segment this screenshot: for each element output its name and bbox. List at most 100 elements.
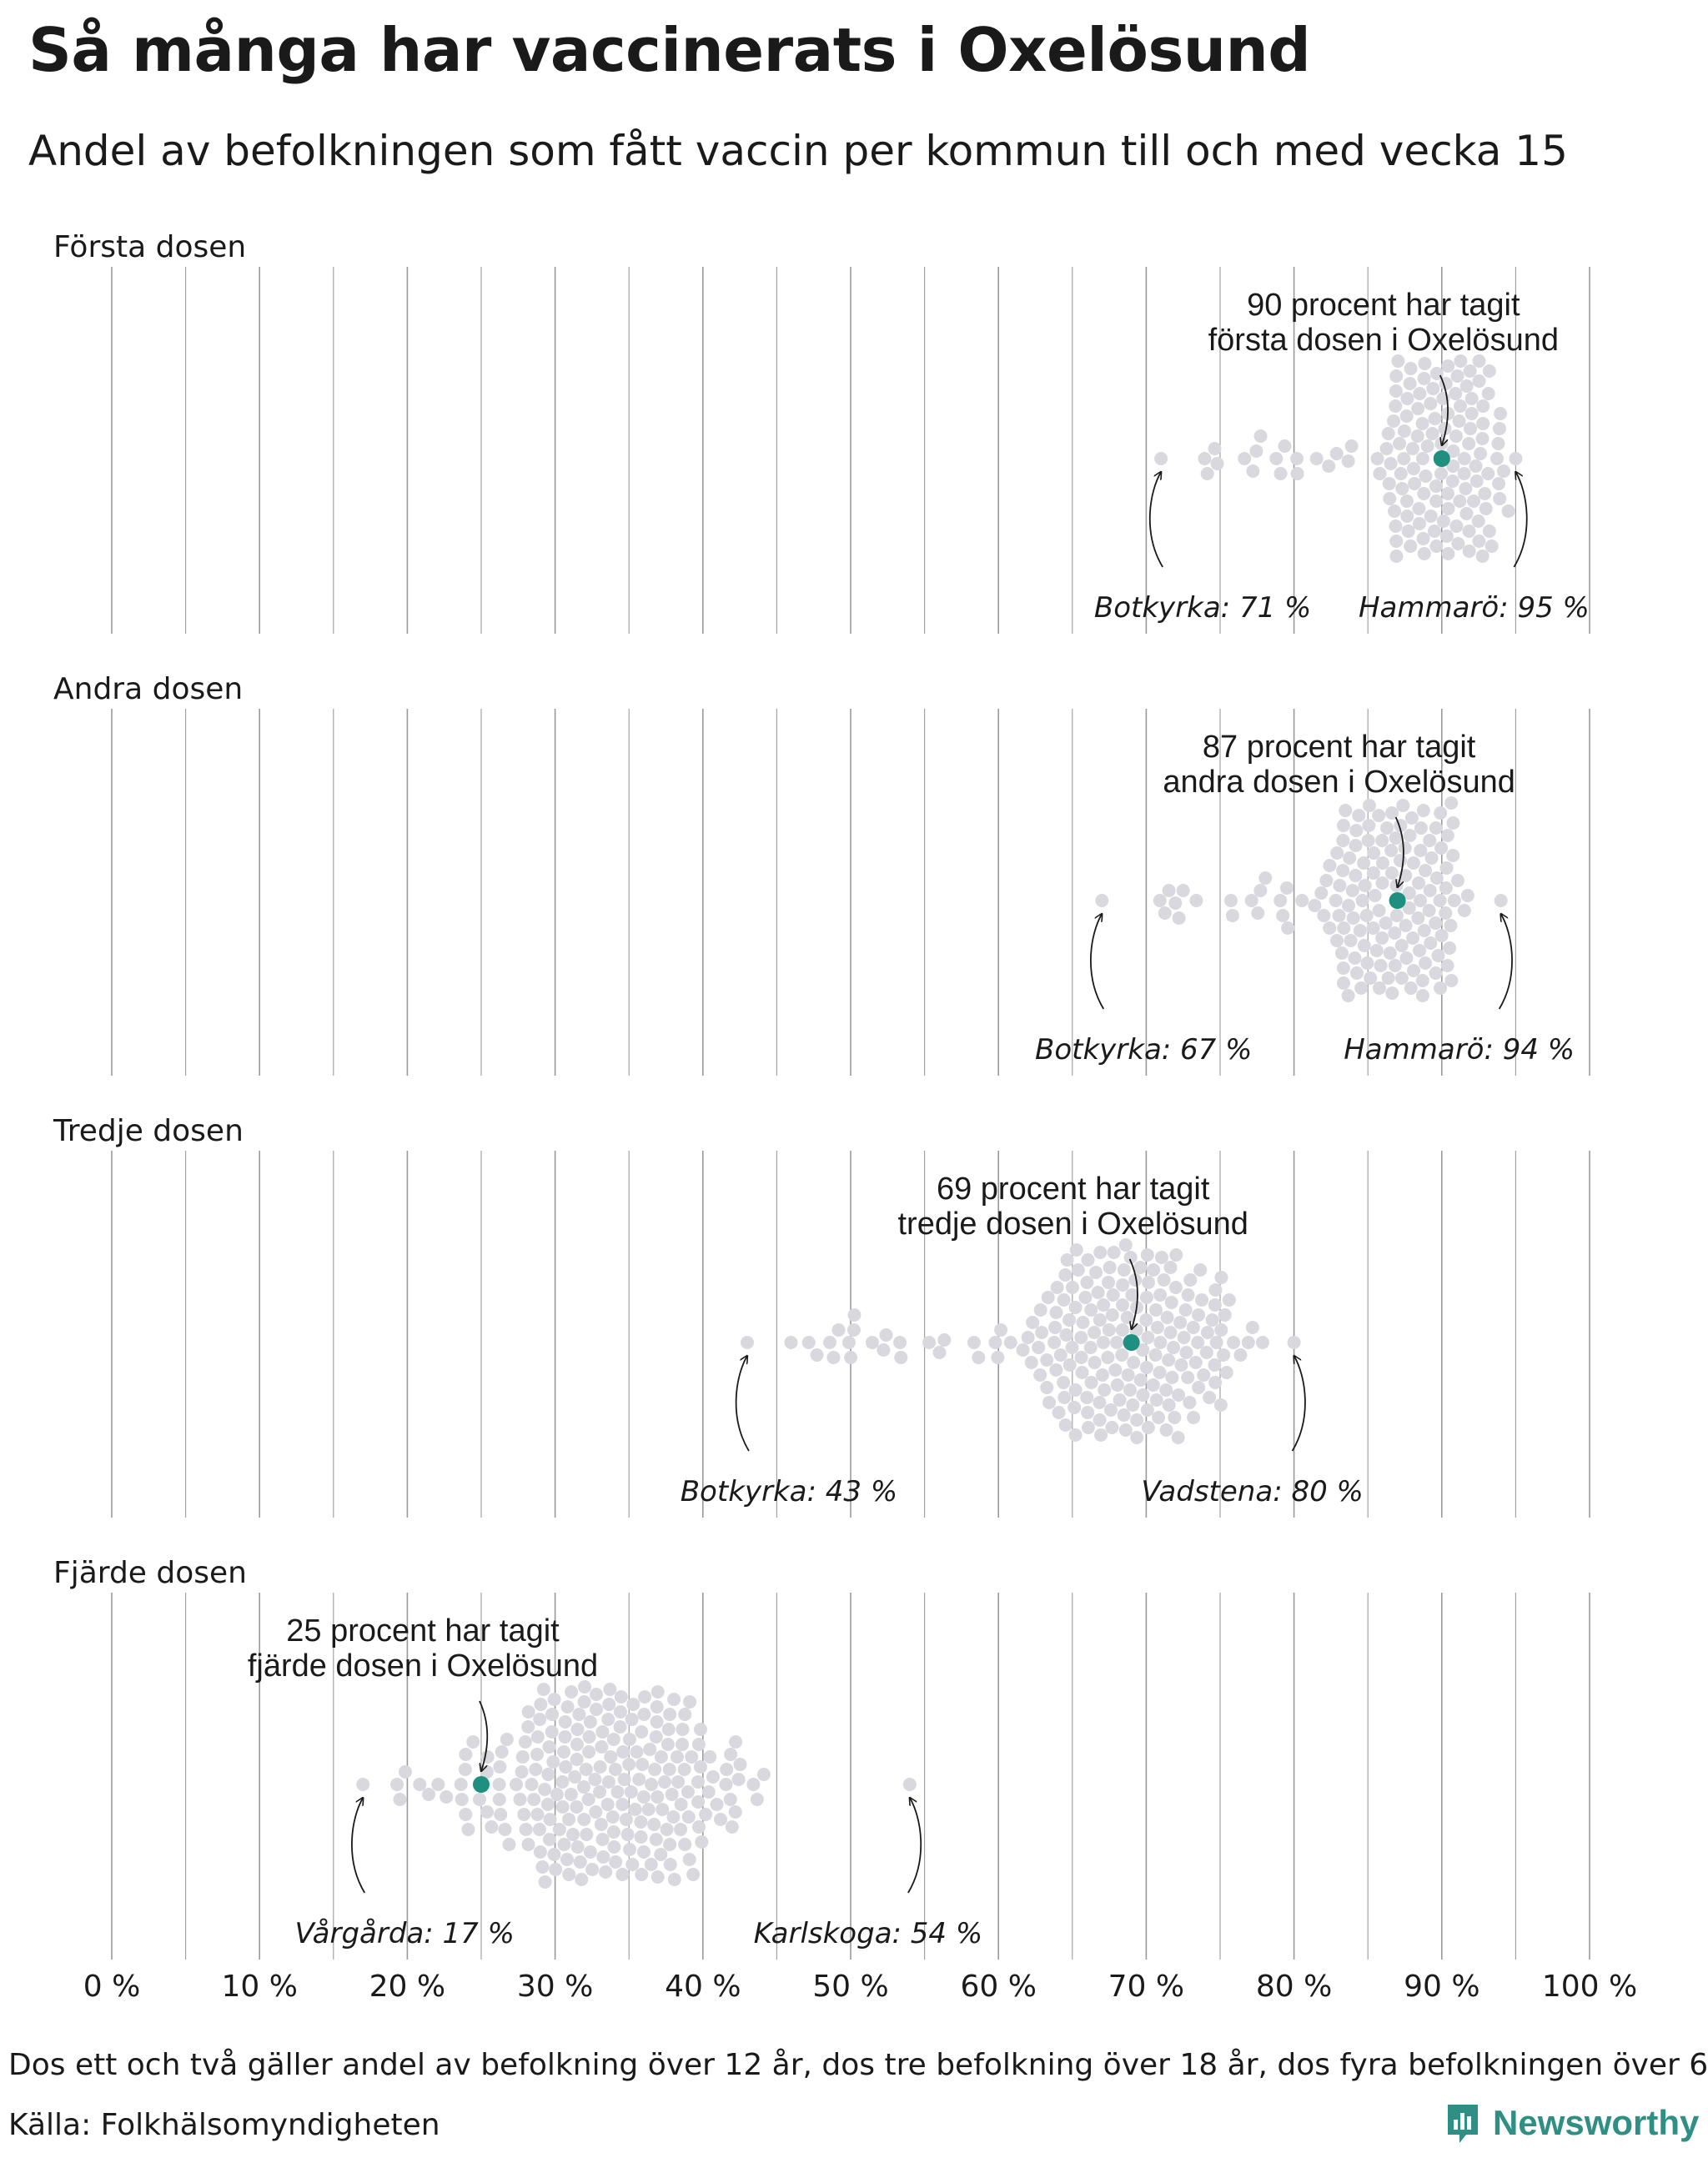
min-label: Vårgårda: 17 % bbox=[295, 1917, 515, 1950]
swarm-dot bbox=[1434, 437, 1449, 450]
source-note: Källa: Folkhälsomyndigheten bbox=[8, 2108, 440, 2142]
swarm-dot bbox=[1336, 864, 1350, 877]
swarm-dot bbox=[1481, 467, 1495, 480]
swarm-dot bbox=[585, 1863, 600, 1876]
swarm-dot bbox=[1102, 1323, 1116, 1337]
swarm-dot bbox=[1065, 1341, 1079, 1354]
swarm-dot bbox=[1040, 1381, 1054, 1394]
swarm-dot bbox=[635, 1868, 649, 1881]
swarm-dot bbox=[691, 1795, 706, 1809]
swarm-dot bbox=[1412, 517, 1426, 530]
swarm-dot bbox=[937, 1333, 952, 1347]
swarm-dot bbox=[1057, 1293, 1071, 1307]
swarm-dot bbox=[654, 1750, 668, 1764]
swarm-dot bbox=[1319, 874, 1334, 887]
swarm-dot bbox=[1218, 1308, 1232, 1322]
swarm-dot bbox=[1287, 1336, 1301, 1349]
swarm-dot bbox=[1375, 876, 1389, 890]
swarm-dot bbox=[570, 1800, 584, 1814]
swarm-dot bbox=[1117, 1408, 1131, 1422]
swarm-dot bbox=[624, 1785, 638, 1799]
swarm-dot bbox=[1198, 452, 1212, 465]
swarm-dot bbox=[1095, 1368, 1109, 1382]
swarm-dot bbox=[513, 1793, 527, 1806]
swarm-dot bbox=[1389, 879, 1404, 892]
swarm-dot bbox=[1429, 966, 1443, 980]
swarm-dot bbox=[1209, 1336, 1223, 1349]
swarm-dot bbox=[1372, 809, 1386, 822]
swarm-dot bbox=[613, 1720, 627, 1734]
swarm-dot bbox=[1345, 884, 1359, 897]
swarm-dot bbox=[1413, 944, 1427, 957]
swarm-dot bbox=[1491, 437, 1505, 450]
swarm-dot bbox=[1464, 422, 1478, 435]
swarm-dot bbox=[541, 1768, 555, 1781]
swarm-dot bbox=[691, 1820, 706, 1834]
panel-label: Andra dosen bbox=[53, 672, 243, 706]
swarm-dot bbox=[634, 1830, 648, 1844]
highlight-label: fjärde dosen i Oxelösund bbox=[248, 1649, 598, 1684]
swarm-dot bbox=[657, 1775, 671, 1789]
swarm-dot bbox=[1188, 1356, 1203, 1369]
swarm-dot bbox=[635, 1725, 649, 1739]
swarm-dot bbox=[1411, 402, 1425, 415]
swarm-dot bbox=[638, 1690, 652, 1704]
swarm-dot bbox=[1208, 1298, 1222, 1312]
swarm-dot bbox=[1159, 1383, 1173, 1397]
x-tick-label: 60 % bbox=[960, 1970, 1036, 2004]
swarm-dot bbox=[650, 1715, 664, 1729]
swarm-dot bbox=[666, 1810, 681, 1824]
swarm-dot bbox=[1407, 964, 1421, 977]
swarm-dot bbox=[1457, 452, 1471, 465]
swarm-dot bbox=[1249, 444, 1263, 458]
swarm-dot bbox=[663, 1858, 677, 1871]
swarm-dot bbox=[1434, 841, 1449, 855]
swarm-dot bbox=[1441, 502, 1455, 515]
swarm-dot bbox=[1427, 524, 1441, 538]
swarm-dot bbox=[459, 1748, 473, 1761]
swarm-dot bbox=[1121, 1368, 1135, 1382]
swarm-dot bbox=[623, 1843, 637, 1856]
swarm-dot bbox=[590, 1688, 604, 1701]
swarm-dot bbox=[1349, 824, 1364, 837]
swarm-dot bbox=[994, 1323, 1008, 1337]
swarm-dot bbox=[1346, 911, 1360, 925]
swarm-dot bbox=[535, 1860, 550, 1874]
swarm-dot bbox=[1098, 1383, 1112, 1397]
swarm-dot bbox=[601, 1713, 615, 1726]
swarm-dot bbox=[1003, 1336, 1017, 1349]
swarm-dot bbox=[1222, 1293, 1236, 1307]
swarm-dot bbox=[733, 1758, 747, 1771]
swarm-dot bbox=[581, 1793, 595, 1806]
swarm-dot bbox=[542, 1833, 556, 1846]
swarm-dot bbox=[1400, 392, 1414, 405]
swarm-dot bbox=[922, 1336, 937, 1349]
swarm-dot bbox=[583, 1845, 597, 1859]
swarm-dot bbox=[608, 1763, 622, 1776]
swarm-dot bbox=[1509, 452, 1523, 465]
swarm-dot bbox=[1165, 1371, 1179, 1384]
swarm-dot bbox=[1375, 834, 1389, 847]
swarm-dot bbox=[1281, 921, 1295, 935]
swarm-dot bbox=[865, 1336, 879, 1349]
swarm-dot bbox=[1208, 1376, 1223, 1389]
swarm-dot bbox=[1341, 899, 1355, 912]
swarm-dot bbox=[1157, 1273, 1171, 1287]
swarm-dot bbox=[746, 1778, 761, 1791]
highlight-dot bbox=[1433, 450, 1450, 467]
swarm-dot bbox=[1168, 1281, 1183, 1294]
max-label: Vadstena: 80 % bbox=[1141, 1475, 1364, 1508]
swarm-dot bbox=[1494, 894, 1508, 907]
brand-name: Newsworthy bbox=[1493, 2103, 1700, 2142]
swarm-dot bbox=[1057, 1391, 1072, 1404]
swarm-dot bbox=[1210, 457, 1224, 470]
swarm-dot bbox=[1225, 909, 1239, 922]
swarm-dot bbox=[1439, 861, 1454, 875]
swarm-dot bbox=[1133, 1373, 1148, 1387]
swarm-dot bbox=[1478, 487, 1492, 500]
swarm-dot bbox=[1093, 1396, 1107, 1409]
swarm-dot bbox=[603, 1683, 617, 1696]
swarm-dot bbox=[1162, 884, 1176, 897]
swarm-dot bbox=[1068, 1428, 1083, 1442]
swarm-dot bbox=[671, 1775, 686, 1789]
